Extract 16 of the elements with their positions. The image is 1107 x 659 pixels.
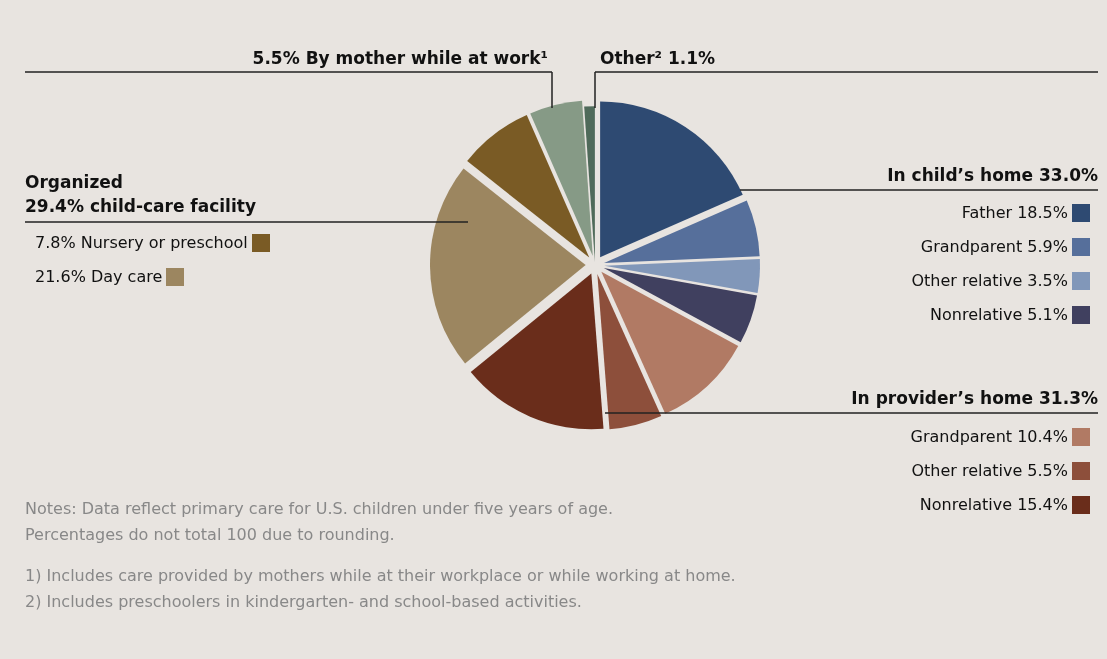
slice-label: Other² 1.1% (600, 47, 716, 70)
text: In child’s home 33.0% (887, 164, 1098, 187)
text: In provider’s home 31.3% (851, 387, 1098, 410)
legend-label: Grandparent 5.9% (920, 237, 1068, 256)
slice-label: 5.5% By mother while at work¹ (252, 47, 548, 70)
text: Notes: Data reflect primary care for U.S. children under five years of age. Percentages do not total 100 due to rounding. (25, 498, 614, 546)
text: 1) Includes care provided by mothers while at their workplace or while working at home. 2) Includes preschoolers in kindergarten- and school-based activities. (25, 565, 736, 613)
legend-label: Father 18.5% (961, 203, 1068, 222)
legend-label: Nonrelative 5.1% (930, 305, 1068, 324)
legend-label: 21.6% Day care (35, 267, 163, 286)
legend-label: Other relative 5.5% (911, 461, 1068, 480)
legend-label: Grandparent 10.4% (910, 427, 1068, 446)
legend-label: Nonrelative 15.4% (919, 495, 1068, 514)
legend-label: Other relative 3.5% (911, 271, 1068, 290)
legend-label: 7.8% Nursery or preschool (35, 233, 248, 252)
text: Organized 29.4% child-care facility (25, 171, 256, 218)
